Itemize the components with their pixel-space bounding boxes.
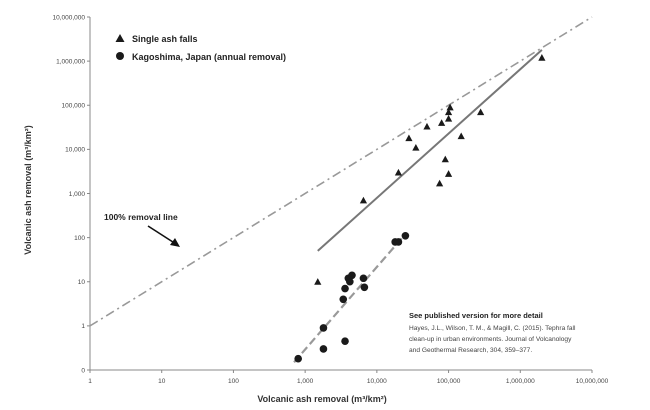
circle-point — [341, 284, 349, 293]
y-tick-label: 10,000 — [65, 147, 85, 154]
citation-line-3: and Geothermal Research, 304, 359–377. — [409, 347, 532, 354]
circle-point — [294, 354, 302, 363]
triangle-point — [444, 108, 453, 116]
x-tick-labels: 1 10 100 1,000 10,000 100,000 1,000,000 10,000,… — [88, 378, 608, 385]
legend-triangle-marker — [115, 34, 125, 42]
circle-point — [394, 238, 403, 246]
triangle-point — [423, 122, 431, 130]
circle-point — [319, 345, 328, 353]
x-tick-label: 1,000 — [297, 378, 314, 385]
triangle-point — [444, 114, 453, 122]
triangle-point — [394, 168, 403, 176]
kagoshima-trend — [293, 233, 407, 363]
y-tick-label: 10 — [78, 279, 86, 286]
triangle-point — [436, 179, 444, 187]
triangle-point — [412, 143, 420, 151]
circle-point — [346, 277, 354, 286]
triangle-point — [538, 54, 546, 61]
citation-line-1: Hayes, J.L., Wilson, T. M., & Magill, C.… — [409, 325, 576, 332]
legend-circle-marker — [116, 52, 124, 60]
y-tick-label: 0 — [81, 367, 85, 374]
triangle-point — [314, 278, 322, 285]
x-tick-label: 10 — [158, 378, 166, 385]
removal-line-label: 100% removal line — [104, 212, 178, 222]
triangle-point — [441, 155, 449, 163]
trend-lines — [89, 16, 593, 363]
triangle-point — [444, 170, 453, 177]
circle-point — [319, 324, 328, 332]
x-tick-label: 100,000 — [437, 378, 461, 385]
citation-line-2: clean-up in urban environments. Journal … — [409, 336, 572, 343]
triangle-point — [438, 119, 446, 126]
legend: Single ash falls Kagoshima, Japan (annua… — [115, 34, 286, 62]
y-tick-label: 10,000,000 — [52, 14, 85, 21]
annotation-arrow-head — [170, 238, 180, 247]
triangle-point — [446, 103, 454, 111]
y-tick-label: 1,000,000 — [56, 58, 85, 65]
legend-label-single-ash-falls: Single ash falls — [132, 34, 198, 44]
single-ash-falls-trend — [317, 49, 543, 252]
x-tick-label: 1 — [88, 378, 92, 385]
y-axis-label: Volcanic ash removal (m³/km²) — [23, 125, 33, 254]
circle-point — [401, 231, 410, 240]
100-removal-line — [89, 16, 593, 327]
circle-point — [341, 337, 349, 345]
citation-title: See published version for more detail — [409, 311, 543, 320]
triangle-point — [405, 134, 413, 142]
annotation-arrow-shaft — [147, 225, 177, 245]
x-tick-label: 100 — [228, 378, 239, 385]
triangle-point — [457, 132, 465, 140]
legend-label-kagoshima: Kagoshima, Japan (annual removal) — [132, 52, 286, 62]
y-tick-label: 100 — [74, 235, 85, 242]
removal-line-annotation: 100% removal line — [104, 212, 180, 247]
triangle-point — [477, 108, 485, 116]
triangle-point — [359, 196, 368, 204]
axes — [87, 16, 593, 373]
y-tick-label: 1,000 — [69, 191, 86, 198]
y-tick-label: 100,000 — [62, 103, 86, 110]
y-tick-label: 1 — [81, 323, 85, 330]
x-axis-label: Volcanic ash removal (m³/km²) — [257, 394, 386, 404]
x-tick-label: 10,000,000 — [576, 378, 609, 385]
citation: See published version for more detail Ha… — [409, 311, 576, 354]
circle-point — [359, 274, 368, 283]
circle-point — [360, 283, 369, 292]
y-tick-labels: 0 1 10 100 1,000 10,000 100,000 1,000,000 10,000… — [52, 14, 85, 374]
data-points — [294, 54, 546, 363]
circle-point — [348, 271, 356, 280]
x-tick-label: 10,000 — [367, 378, 387, 385]
circle-point — [339, 295, 348, 304]
x-tick-label: 1,000,000 — [506, 378, 535, 385]
